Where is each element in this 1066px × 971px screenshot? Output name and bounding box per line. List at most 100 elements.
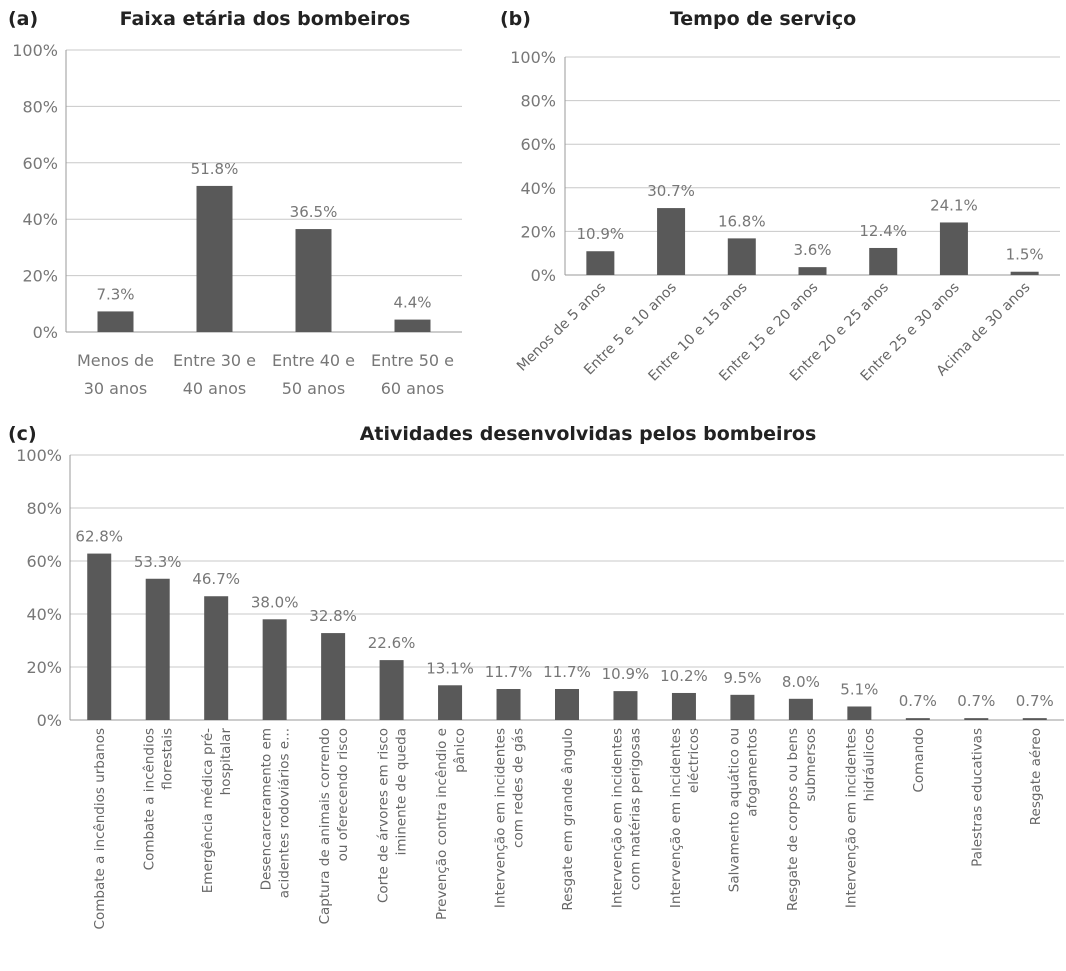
data-label: 10.2% [660, 667, 708, 685]
y-tick-label: 60% [22, 154, 58, 173]
bar-c-15 [905, 718, 930, 720]
panel-tag-b: (b) [500, 8, 531, 30]
data-label: 10.9% [577, 225, 625, 243]
y-tick-label: 40% [26, 605, 62, 624]
bar-c-12 [730, 694, 755, 720]
category-label: Intervenção em incidentes com redes de gá… [493, 728, 527, 908]
data-label: 7.3% [96, 285, 134, 303]
category-label: Combate a incêndios urbanos [92, 728, 108, 929]
y-tick-label: 0% [531, 266, 556, 285]
y-tick-label: 100% [510, 48, 556, 67]
bar-c-8 [496, 688, 521, 720]
category-label: Resgate em grande ângulo [560, 728, 576, 911]
category-label: Corte de árvores em risco iminente de que… [376, 728, 410, 903]
chart-title-b: Tempo de serviço [670, 8, 856, 30]
y-tick-label: 100% [16, 446, 62, 465]
data-label: 12.4% [859, 222, 907, 240]
data-label: 10.9% [602, 665, 650, 683]
bar-b-1 [586, 251, 615, 275]
data-label: 51.8% [191, 160, 239, 178]
data-label: 53.3% [134, 553, 182, 571]
y-tick-label: 60% [26, 552, 62, 571]
chart-title-c: Atividades desenvolvidas pelos bombeiros [360, 423, 817, 445]
bar-a-3 [295, 229, 332, 332]
bar-c-1 [87, 553, 112, 720]
data-label: 9.5% [723, 669, 761, 687]
data-label: 0.7% [1016, 692, 1054, 710]
data-label: 16.8% [718, 212, 766, 230]
y-tick-label: 100% [12, 41, 58, 60]
data-label: 4.4% [393, 294, 431, 312]
data-label: 3.6% [793, 241, 831, 259]
data-label: 0.7% [899, 692, 937, 710]
data-label: 22.6% [368, 634, 416, 652]
bar-b-4 [798, 267, 827, 275]
category-label: Intervenção em incidentes eléctricos [668, 728, 702, 908]
data-label: 24.1% [930, 196, 978, 214]
category-label: Resgate de corpos ou bens submersos [785, 728, 819, 911]
bar-c-10 [613, 691, 638, 720]
bar-c-14 [847, 706, 872, 720]
panel-a-age-chart: (a) Faixa etária dos bombeiros 0% 20% 40% 60%… [8, 8, 462, 398]
category-label: Prevenção contra incêndio e pânico [434, 728, 468, 920]
bar-a-1 [97, 311, 134, 332]
bar-c-16 [964, 718, 989, 720]
data-label: 0.7% [957, 692, 995, 710]
bar-a-2 [196, 185, 233, 332]
bar-b-7 [1010, 271, 1039, 275]
data-label: 38.0% [251, 593, 299, 611]
bar-b-5 [869, 247, 898, 275]
bar-c-11 [671, 692, 696, 720]
bar-c-3 [204, 596, 229, 720]
y-tick-label: 80% [22, 97, 58, 116]
category-label: Emergência médica pré-hospitalar [200, 728, 234, 894]
category-label: Desencarceramento em acidentes rodoviário… [259, 728, 293, 898]
data-label: 46.7% [192, 570, 240, 588]
bar-c-13 [788, 698, 813, 720]
y-tick-label: 0% [37, 711, 62, 730]
panel-tag-c: (c) [8, 423, 37, 445]
bar-b-3 [727, 238, 756, 275]
data-label: 30.7% [647, 182, 695, 200]
data-label: 32.8% [309, 607, 357, 625]
bar-c-4 [262, 619, 287, 720]
bar-a-4 [394, 319, 431, 332]
bar-c-2 [145, 578, 170, 720]
category-label: Entre 50 e 60 anos [371, 351, 454, 398]
category-label: Palestras educativas [969, 728, 985, 867]
data-label: 8.0% [782, 673, 820, 691]
y-tick-label: 20% [22, 267, 58, 286]
panel-tag-a: (a) [8, 8, 38, 30]
bar-c-5 [321, 633, 346, 720]
panel-b-service-time-chart: (b) Tempo de serviço 0% 20% 40% 60% 80% 100% 10.… [500, 8, 1060, 385]
y-tick-label: 80% [520, 92, 556, 111]
y-tick-label: 20% [26, 658, 62, 677]
data-label: 11.7% [543, 663, 591, 681]
data-label: 13.1% [426, 659, 474, 677]
category-label: Captura de animais correndo ou oferecendo… [317, 728, 351, 924]
bar-b-2 [657, 208, 686, 275]
category-label: Comando [911, 728, 927, 793]
data-label: 62.8% [75, 528, 123, 546]
category-label: Menos de 30 anos [77, 351, 154, 398]
category-label: Combate a incêndios florestais [142, 728, 176, 870]
bar-c-17 [1022, 718, 1047, 720]
y-tick-label: 40% [22, 210, 58, 229]
data-label: 1.5% [1006, 246, 1044, 264]
y-tick-label: 0% [33, 323, 58, 342]
category-label: Salvamento aquático ou afogamentos [726, 728, 760, 892]
data-label: 11.7% [485, 663, 533, 681]
panel-c-activities-chart: (c) Atividades desenvolvidas pelos bombei… [8, 423, 1064, 929]
y-tick-label: 60% [520, 135, 556, 154]
y-tick-label: 40% [520, 179, 556, 198]
y-tick-label: 20% [520, 222, 556, 241]
chart-title-a: Faixa etária dos bombeiros [120, 8, 411, 30]
bar-c-6 [379, 660, 404, 720]
category-label: Entre 40 e 50 anos [272, 351, 355, 398]
category-label: Resgate aéreo [1028, 728, 1044, 825]
category-label: Entre 30 e 40 anos [173, 351, 256, 398]
bar-b-6 [939, 222, 968, 275]
category-label: Intervenção em incidentes hidráulicos [843, 728, 877, 908]
y-tick-label: 80% [26, 499, 62, 518]
